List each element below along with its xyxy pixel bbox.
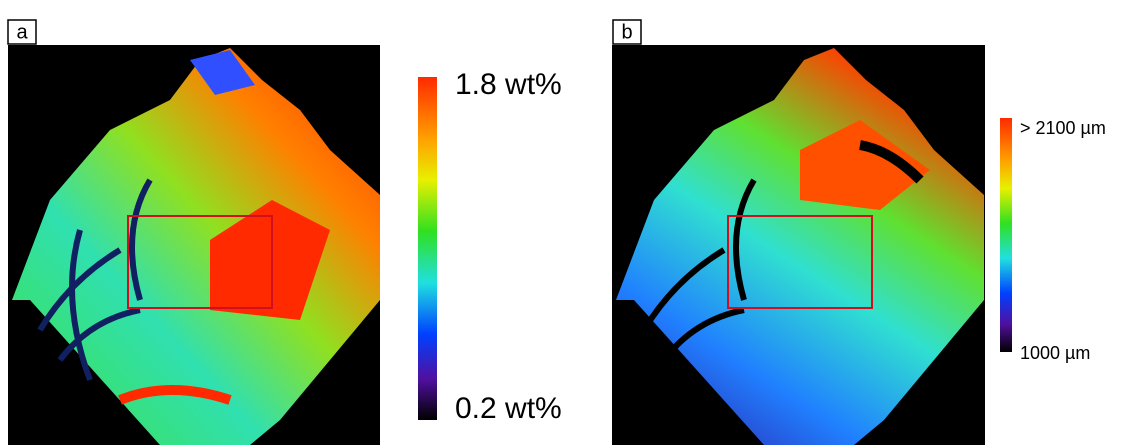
map-streak xyxy=(641,178,757,362)
colorbar-max: > 2100 µm xyxy=(1020,118,1106,138)
roi-box xyxy=(127,215,273,309)
map-region xyxy=(800,120,930,210)
roi-box xyxy=(727,215,873,309)
map-region xyxy=(118,385,232,405)
panel-label-box xyxy=(7,19,37,45)
colorbar-min: 1000 µm xyxy=(1020,343,1090,363)
map-streak xyxy=(859,140,924,184)
colorbar-max: 1.8 wt% xyxy=(455,68,562,101)
panel-label-box xyxy=(612,19,642,45)
map xyxy=(12,48,380,445)
map-region xyxy=(190,50,255,95)
colorbar xyxy=(1000,118,1012,352)
map-region xyxy=(210,200,330,320)
colorbar xyxy=(418,77,437,420)
panel-label: b xyxy=(621,21,632,43)
map-streak xyxy=(37,178,153,382)
panel-label: a xyxy=(16,21,28,43)
colorbar-min: 0.2 wt% xyxy=(455,392,562,425)
